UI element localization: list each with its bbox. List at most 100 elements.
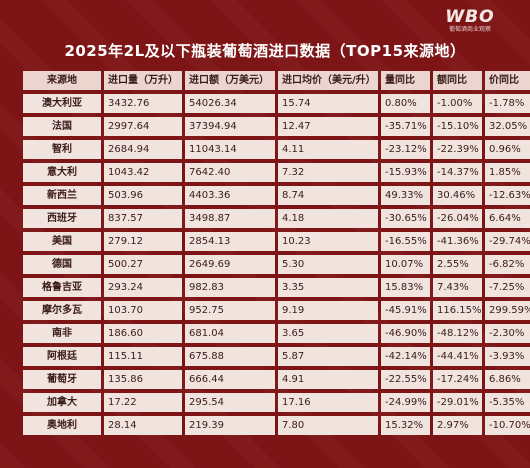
cell-volume: 115.11 [104, 347, 182, 366]
cell-origin: 法国 [23, 117, 101, 136]
cell-price-yoy: -7.25% [485, 278, 530, 297]
cell-origin: 葡萄牙 [23, 370, 101, 389]
cell-volume-yoy: 10.07% [381, 255, 430, 274]
cell-value-yoy: 30.46% [433, 186, 482, 205]
cell-volume-yoy: 49.33% [381, 186, 430, 205]
cell-value-yoy: -15.10% [433, 117, 482, 136]
cell-origin: 摩尔多瓦 [23, 301, 101, 320]
table-row: 格鲁吉亚 293.24 982.83 3.35 15.83% 7.43% -7.25% [23, 278, 530, 297]
cell-avg-price: 15.74 [278, 94, 378, 113]
cell-volume-yoy: 15.83% [381, 278, 430, 297]
cell-origin: 意大利 [23, 163, 101, 182]
table-row: 智利 2684.94 11043.14 4.11 -23.12% -22.39% 0.96% [23, 140, 530, 159]
cell-value-yoy: -14.37% [433, 163, 482, 182]
cell-value: 295.54 [185, 393, 275, 412]
cell-volume: 17.22 [104, 393, 182, 412]
cell-volume-yoy: -35.71% [381, 117, 430, 136]
cell-value-yoy: -26.04% [433, 209, 482, 228]
cell-price-yoy: 299.59% [485, 301, 530, 320]
table-row: 德国 500.27 2649.69 5.30 10.07% 2.55% -6.82% [23, 255, 530, 274]
cell-price-yoy: 1.85% [485, 163, 530, 182]
column-header-price-yoy: 价同比 [485, 71, 530, 90]
table-row: 西班牙 837.57 3498.87 4.18 -30.65% -26.04% 6.64% [23, 209, 530, 228]
cell-origin: 美国 [23, 232, 101, 251]
cell-volume: 293.24 [104, 278, 182, 297]
cell-avg-price: 7.80 [278, 416, 378, 435]
table-row: 新西兰 503.96 4403.36 8.74 49.33% 30.46% -12.63% [23, 186, 530, 205]
cell-value: 4403.36 [185, 186, 275, 205]
table-row: 南非 186.60 681.04 3.65 -46.90% -48.12% -2.30% [23, 324, 530, 343]
cell-value: 675.88 [185, 347, 275, 366]
cell-value: 952.75 [185, 301, 275, 320]
table-row: 加拿大 17.22 295.54 17.16 -24.99% -29.01% -5.35% [23, 393, 530, 412]
cell-avg-price: 4.91 [278, 370, 378, 389]
cell-volume-yoy: -45.91% [381, 301, 430, 320]
cell-origin: 德国 [23, 255, 101, 274]
cell-value: 982.83 [185, 278, 275, 297]
cell-price-yoy: -2.30% [485, 324, 530, 343]
cell-price-yoy: 32.05% [485, 117, 530, 136]
cell-volume-yoy: -22.55% [381, 370, 430, 389]
cell-value: 2649.69 [185, 255, 275, 274]
column-header-volume-yoy: 量同比 [381, 71, 430, 90]
cell-volume: 503.96 [104, 186, 182, 205]
cell-volume-yoy: 0.80% [381, 94, 430, 113]
cell-volume-yoy: -23.12% [381, 140, 430, 159]
cell-volume-yoy: -24.99% [381, 393, 430, 412]
cell-volume: 2684.94 [104, 140, 182, 159]
cell-price-yoy: -29.74% [485, 232, 530, 251]
cell-price-yoy: -12.63% [485, 186, 530, 205]
cell-volume-yoy: -16.55% [381, 232, 430, 251]
cell-volume: 3432.76 [104, 94, 182, 113]
table-row: 澳大利亚 3432.76 54026.34 15.74 0.80% -1.00% -1.78… [23, 94, 530, 113]
logo-mark: WBO [445, 7, 495, 27]
cell-volume: 103.70 [104, 301, 182, 320]
cell-avg-price: 12.47 [278, 117, 378, 136]
cell-value-yoy: -22.39% [433, 140, 482, 159]
cell-avg-price: 8.74 [278, 186, 378, 205]
cell-origin: 奥地利 [23, 416, 101, 435]
cell-volume: 186.60 [104, 324, 182, 343]
cell-value-yoy: -48.12% [433, 324, 482, 343]
logo-subtitle: 葡萄酒商业观察 [448, 26, 491, 33]
cell-volume: 135.86 [104, 370, 182, 389]
cell-price-yoy: -3.93% [485, 347, 530, 366]
cell-origin: 格鲁吉亚 [23, 278, 101, 297]
column-header-value-yoy: 额同比 [433, 71, 482, 90]
cell-price-yoy: -5.35% [485, 393, 530, 412]
cell-avg-price: 4.18 [278, 209, 378, 228]
cell-volume-yoy: -46.90% [381, 324, 430, 343]
cell-value: 11043.14 [185, 140, 275, 159]
cell-price-yoy: 0.96% [485, 140, 530, 159]
cell-value: 3498.87 [185, 209, 275, 228]
cell-origin: 澳大利亚 [23, 94, 101, 113]
cell-avg-price: 10.23 [278, 232, 378, 251]
cell-origin: 智利 [23, 140, 101, 159]
cell-avg-price: 7.32 [278, 163, 378, 182]
cell-volume: 28.14 [104, 416, 182, 435]
table-row: 奥地利 28.14 219.39 7.80 15.32% 2.97% -10.70% [23, 416, 530, 435]
cell-value: 7642.40 [185, 163, 275, 182]
cell-avg-price: 3.65 [278, 324, 378, 343]
cell-value-yoy: 2.97% [433, 416, 482, 435]
cell-price-yoy: 6.64% [485, 209, 530, 228]
table-row: 法国 2997.64 37394.94 12.47 -35.71% -15.10% 32.0… [23, 117, 530, 136]
cell-value-yoy: -41.36% [433, 232, 482, 251]
cell-price-yoy: 6.86% [485, 370, 530, 389]
table-header-row: 来源地 进口量（万升） 进口额（万美元） 进口均价（美元/升） 量同比 额同比 … [23, 71, 530, 90]
page-title: 2025年2L及以下瓶装葡萄酒进口数据（TOP15来源地） [64, 42, 466, 60]
cell-value-yoy: -29.01% [433, 393, 482, 412]
cell-value-yoy: -17.24% [433, 370, 482, 389]
cell-avg-price: 17.16 [278, 393, 378, 412]
table-row: 美国 279.12 2854.13 10.23 -16.55% -41.36% -29.74… [23, 232, 530, 251]
column-header-volume: 进口量（万升） [104, 71, 182, 90]
cell-volume: 500.27 [104, 255, 182, 274]
table-row: 阿根廷 115.11 675.88 5.87 -42.14% -44.41% -3.93% [23, 347, 530, 366]
import-data-table: 来源地 进口量（万升） 进口额（万美元） 进口均价（美元/升） 量同比 额同比 … [20, 67, 530, 439]
cell-value-yoy: 2.55% [433, 255, 482, 274]
cell-volume: 837.57 [104, 209, 182, 228]
cell-price-yoy: -10.70% [485, 416, 530, 435]
cell-avg-price: 5.30 [278, 255, 378, 274]
column-header-origin: 来源地 [23, 71, 101, 90]
cell-volume: 2997.64 [104, 117, 182, 136]
